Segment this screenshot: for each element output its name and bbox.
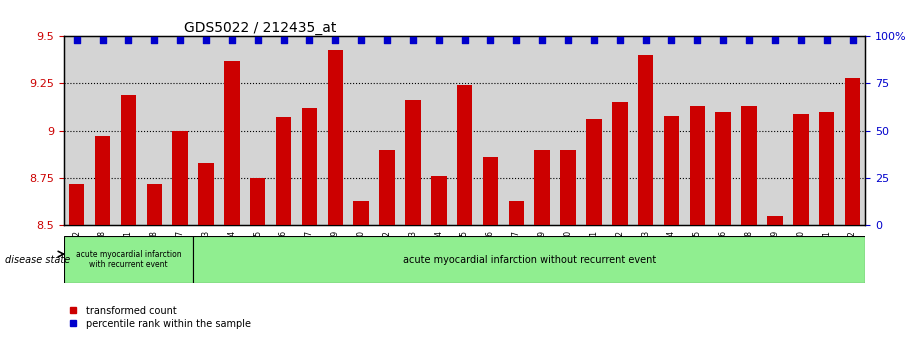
Text: GDS5022 / 212435_at: GDS5022 / 212435_at [184,21,336,35]
Point [121,37,136,43]
FancyBboxPatch shape [64,236,193,283]
Bar [560,150,576,225]
Bar [276,118,292,225]
Point [612,37,627,43]
Text: disease state: disease state [5,254,70,265]
Point [251,37,265,43]
Point [690,37,704,43]
Point [457,37,472,43]
Point [716,37,731,43]
Point [639,37,653,43]
Bar [250,178,265,225]
Point [793,37,808,43]
Point [483,37,497,43]
Bar [172,131,188,225]
Point [509,37,524,43]
Bar [793,114,809,225]
Point [768,37,783,43]
Bar [328,49,343,225]
Point [225,37,240,43]
Point [276,37,291,43]
Point [96,37,110,43]
Bar [379,150,394,225]
Point [380,37,394,43]
Point [664,37,679,43]
Bar [456,85,473,225]
Point [432,37,446,43]
Bar [431,176,446,225]
Bar [715,112,731,225]
Bar [586,119,601,225]
Bar [199,163,214,225]
Point [328,37,343,43]
Bar [405,101,421,225]
Point [353,37,368,43]
Bar [767,216,783,225]
Text: acute myocardial infarction
with recurrent event: acute myocardial infarction with recurre… [76,250,181,269]
Bar [742,106,757,225]
Point [147,37,161,43]
Point [819,37,834,43]
Point [742,37,756,43]
Point [845,37,860,43]
Bar [147,184,162,225]
Point [199,37,213,43]
Bar [664,115,680,225]
Bar [690,106,705,225]
Bar [612,102,628,225]
Text: acute myocardial infarction without recurrent event: acute myocardial infarction without recu… [403,254,656,265]
Bar [483,157,498,225]
Bar [844,78,860,225]
Point [535,37,549,43]
Point [561,37,576,43]
Point [302,37,317,43]
Point [69,37,84,43]
Point [587,37,601,43]
Point [405,37,420,43]
Bar [224,61,240,225]
Point [173,37,188,43]
Legend: transformed count, percentile rank within the sample: transformed count, percentile rank withi… [68,306,251,329]
Bar [120,95,136,225]
Bar [95,136,110,225]
Bar [535,150,550,225]
Bar [819,112,834,225]
FancyBboxPatch shape [193,236,865,283]
Bar [353,200,369,225]
Bar [508,200,524,225]
Bar [302,108,317,225]
Bar [638,55,653,225]
Bar [69,184,85,225]
